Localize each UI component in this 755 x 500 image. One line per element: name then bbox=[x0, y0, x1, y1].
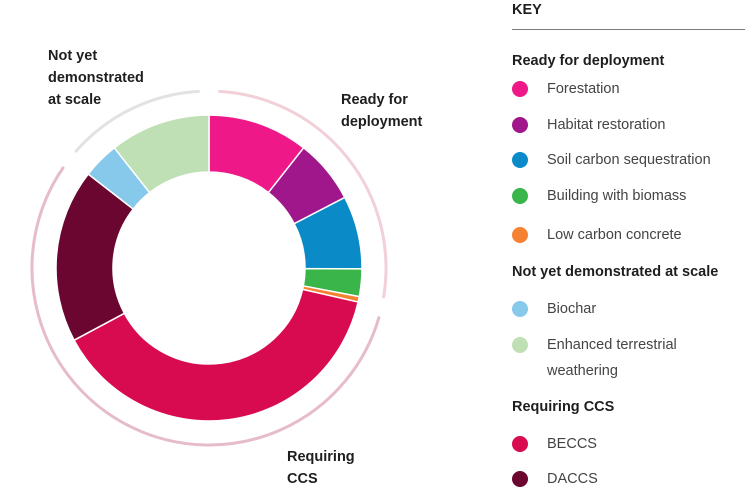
group-arc-requiring-ccs bbox=[30, 166, 381, 447]
legend-item-label: Soil carbon sequestration bbox=[547, 152, 711, 168]
donut-slices bbox=[55, 114, 363, 422]
group-label-ready-for-deployment: Ready for deployment bbox=[341, 92, 423, 130]
legend-swatch bbox=[512, 227, 528, 243]
donut-chart bbox=[30, 89, 388, 447]
legend-swatch bbox=[512, 337, 528, 353]
legend-swatch bbox=[512, 188, 528, 204]
group-label-requiring-ccs: Requiring CCS bbox=[287, 449, 355, 487]
legend-item-label: Forestation bbox=[547, 81, 620, 97]
legend-swatch bbox=[512, 301, 528, 317]
group-label-not-yet-demonstrated: Not yet demonstrated at scale bbox=[48, 48, 144, 108]
group-arc-not-yet-demonstrated-at-scale bbox=[74, 89, 200, 153]
legend-item-label: Biochar bbox=[547, 301, 597, 317]
legend-swatch bbox=[512, 436, 528, 452]
legend-heading-not-yet: Not yet demonstrated at scale bbox=[512, 264, 719, 280]
legend-swatch bbox=[512, 152, 528, 168]
group-bracket-arcs bbox=[30, 89, 388, 447]
legend-swatch bbox=[512, 117, 528, 133]
legend-swatch bbox=[512, 81, 528, 97]
legend-title: KEY bbox=[512, 2, 542, 18]
legend-item-label: Building with biomass bbox=[547, 188, 687, 204]
legend-item-label: Enhanced terrestrial weathering bbox=[547, 337, 677, 379]
slice-enhanced-terrestrial-weathering bbox=[113, 114, 210, 194]
slice-beccs bbox=[73, 288, 360, 422]
legend-swatch bbox=[512, 471, 528, 487]
group-arc-ready-for-deployment bbox=[218, 89, 388, 299]
legend-heading-requiring-ccs: Requiring CCS bbox=[512, 399, 615, 415]
legend-heading-ready: Ready for deployment bbox=[512, 53, 665, 69]
legend-item-label: BECCS bbox=[547, 436, 597, 452]
legend-item-label: Habitat restoration bbox=[547, 117, 666, 133]
legend-item-label: DACCS bbox=[547, 471, 598, 487]
legend-divider bbox=[512, 29, 745, 30]
legend-item-label: Low carbon concrete bbox=[547, 227, 682, 243]
